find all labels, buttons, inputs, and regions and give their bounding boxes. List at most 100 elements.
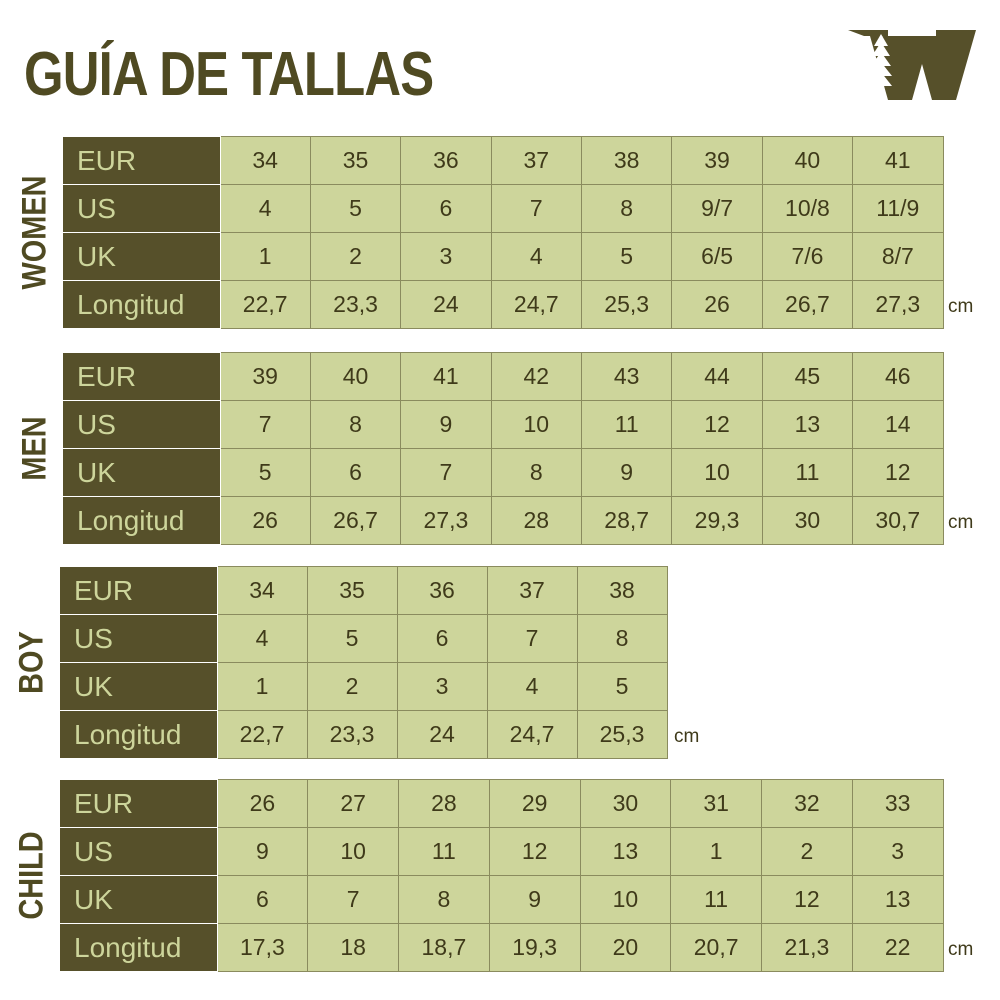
size-cell: 22,7 (216, 710, 308, 759)
boy-size-table: EUR 34 35 36 37 38 US 4 5 6 7 8 UK 1 2 3 4 5 Longitud 22,7 2… (60, 566, 668, 759)
row-header: Longitud (60, 710, 218, 759)
size-cell: 7/6 (761, 232, 854, 281)
brand-logo-w-tree-icon (848, 30, 976, 100)
unit-label: cm (674, 726, 700, 747)
row-header: Longitud (63, 280, 221, 329)
table-row-longitud: Longitud 17,3 18 18,7 19,3 20 20,7 21,3 22 (60, 923, 944, 972)
unit-label: cm (948, 939, 974, 960)
size-cell: 36 (396, 566, 488, 615)
size-cell: 7 (400, 448, 492, 497)
size-cell: 5 (580, 232, 673, 281)
size-cell: 37 (490, 136, 583, 185)
size-cell: 18,7 (398, 923, 490, 972)
size-cell: 2 (309, 232, 402, 281)
table-row-uk: UK 6 7 8 9 10 11 12 13 (60, 875, 944, 924)
row-header: EUR (60, 566, 218, 615)
size-cell: 10 (671, 448, 763, 497)
size-cell: 6/5 (671, 232, 763, 281)
row-header: US (63, 400, 221, 449)
size-cell: 8 (398, 875, 490, 924)
size-cell: 29 (488, 779, 581, 828)
size-cell: 6 (400, 184, 492, 233)
size-cell: 29,3 (671, 496, 763, 545)
size-cell: 10 (307, 827, 399, 876)
size-cell: 24,7 (486, 710, 578, 759)
size-cell: 25,3 (576, 710, 668, 759)
size-cell: 20,7 (670, 923, 762, 972)
row-header: EUR (63, 136, 221, 185)
size-cell: 18 (307, 923, 399, 972)
size-cell: 12 (488, 827, 581, 876)
size-cell: 27,3 (400, 496, 492, 545)
row-header: Longitud (63, 496, 221, 545)
row-header: US (60, 827, 218, 876)
table-row-longitud: Longitud 22,7 23,3 24 24,7 25,3 26 26,7 27,3 (63, 280, 944, 329)
size-cell: 9 (216, 827, 309, 876)
size-cell: 8 (576, 614, 668, 663)
row-header: UK (63, 448, 221, 497)
size-cell: 39 (671, 136, 763, 185)
size-cell: 8/7 (852, 232, 944, 281)
size-cell: 1 (219, 232, 311, 281)
size-cell: 40 (309, 352, 402, 401)
size-cell: 28 (490, 496, 583, 545)
size-cell: 9 (488, 875, 581, 924)
size-cell: 4 (486, 662, 578, 711)
size-cell: 21,3 (761, 923, 853, 972)
men-section-label: MEN (15, 416, 54, 481)
row-header: EUR (60, 779, 218, 828)
size-cell: 34 (219, 136, 311, 185)
table-row-longitud: Longitud 26 26,7 27,3 28 28,7 29,3 30 30,7 (63, 496, 944, 545)
size-cell: 41 (852, 136, 944, 185)
size-cell: 3 (396, 662, 488, 711)
size-cell: 8 (309, 400, 402, 449)
size-cell: 35 (306, 566, 398, 615)
size-cell: 3 (400, 232, 492, 281)
row-header: Longitud (60, 923, 218, 972)
size-cell: 26,7 (761, 280, 854, 329)
size-cell: 19,3 (488, 923, 581, 972)
row-header: UK (60, 662, 218, 711)
size-cell: 30 (579, 779, 672, 828)
size-cell: 2 (306, 662, 398, 711)
size-cell: 24,7 (490, 280, 583, 329)
table-row-uk: UK 1 2 3 4 5 (60, 662, 668, 711)
size-cell: 45 (761, 352, 854, 401)
row-header: US (60, 614, 218, 663)
size-cell: 14 (852, 400, 944, 449)
boy-section-label: BOY (12, 631, 51, 694)
size-cell: 5 (219, 448, 311, 497)
size-cell: 10 (490, 400, 583, 449)
table-row-uk: UK 1 2 3 4 5 6/5 7/6 8/7 (63, 232, 944, 281)
table-row-longitud: Longitud 22,7 23,3 24 24,7 25,3 (60, 710, 668, 759)
size-cell: 27 (307, 779, 399, 828)
size-cell: 1 (216, 662, 308, 711)
size-cell: 23,3 (309, 280, 402, 329)
size-cell: 6 (216, 875, 309, 924)
size-cell: 26 (216, 779, 309, 828)
size-cell: 28 (398, 779, 490, 828)
size-cell: 26 (219, 496, 311, 545)
table-row-uk: UK 5 6 7 8 9 10 11 12 (63, 448, 944, 497)
size-cell: 24 (400, 280, 492, 329)
size-cell: 4 (216, 614, 308, 663)
size-cell: 10 (579, 875, 672, 924)
size-cell: 28,7 (580, 496, 673, 545)
size-cell: 23,3 (306, 710, 398, 759)
child-section-label: CHILD (12, 831, 51, 920)
women-size-table: EUR 34 35 36 37 38 39 40 41 US 4 5 6 7 8 9/7 10/8 11/9 UK 1… (63, 136, 944, 329)
size-cell: 40 (761, 136, 854, 185)
size-cell: 22,7 (219, 280, 311, 329)
table-row-us: US 4 5 6 7 8 (60, 614, 668, 663)
size-cell: 37 (486, 566, 578, 615)
size-cell: 11 (398, 827, 490, 876)
size-cell: 11 (670, 875, 762, 924)
size-cell: 30 (761, 496, 854, 545)
size-cell: 27,3 (852, 280, 944, 329)
size-cell: 12 (852, 448, 944, 497)
size-cell: 7 (219, 400, 311, 449)
size-cell: 34 (216, 566, 308, 615)
table-row-eur: EUR 26 27 28 29 30 31 32 33 (60, 779, 944, 828)
row-header: UK (63, 232, 221, 281)
size-cell: 9 (400, 400, 492, 449)
